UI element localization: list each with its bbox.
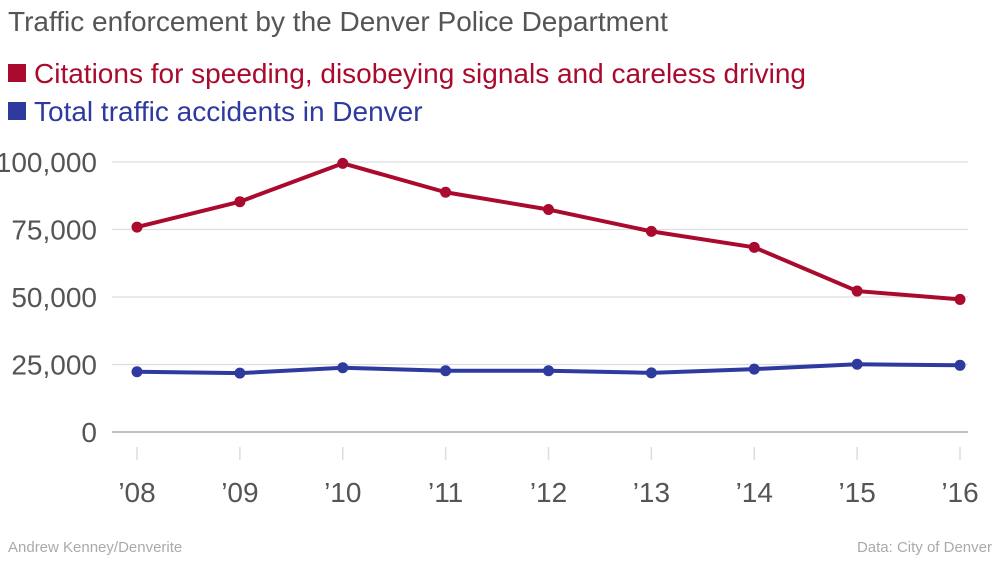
data-point-0 [851, 285, 863, 297]
x-tick-label: ’15 [838, 477, 875, 508]
data-point-0 [234, 196, 246, 208]
x-tick-label: ’10 [324, 477, 361, 508]
data-credit: Data: City of Denver [856, 539, 992, 556]
legend-item-accidents: Total traffic accidents in Denver [8, 96, 423, 128]
data-point-1 [234, 367, 246, 379]
data-point-1 [851, 358, 863, 370]
data-point-1 [954, 359, 966, 371]
legend-label-citations: Citations for speeding, disobeying signa… [34, 58, 806, 89]
x-tick-label: ’14 [736, 477, 773, 508]
data-point-1 [337, 362, 349, 374]
legend-swatch-citations [8, 64, 26, 82]
y-tick-label: 50,000 [11, 282, 97, 313]
data-point-0 [748, 241, 760, 253]
chart-title: Traffic enforcement by the Denver Police… [8, 6, 668, 37]
data-point-1 [645, 367, 657, 379]
data-point-0 [440, 186, 452, 198]
data-point-0 [337, 157, 349, 169]
data-point-0 [645, 225, 657, 237]
x-tick-label: ’12 [530, 477, 567, 508]
y-tick-label: 75,000 [11, 215, 97, 246]
x-tick-label: ’11 [428, 477, 463, 508]
data-point-1 [440, 365, 452, 377]
data-point-1 [543, 365, 554, 377]
series-line-0 [135, 161, 962, 302]
data-point-0 [954, 293, 966, 305]
x-tick-label: ’13 [633, 477, 670, 508]
y-tick-label: 0 [81, 417, 97, 448]
data-point-0 [543, 204, 554, 216]
legend-swatch-accidents [8, 102, 26, 120]
y-tick-label: 100,000 [0, 147, 97, 178]
x-tick-label: ’09 [221, 477, 258, 508]
x-tick-label: ’16 [941, 477, 978, 508]
data-point-0 [131, 221, 143, 233]
legend-label-accidents: Total traffic accidents in Denver [34, 96, 423, 127]
y-tick-label: 25,000 [11, 350, 97, 381]
source-credit: Andrew Kenney/Denverite [8, 539, 183, 556]
x-tick-label: ’08 [118, 477, 155, 508]
data-point-1 [748, 363, 760, 375]
legend-item-citations: Citations for speeding, disobeying signa… [8, 58, 806, 90]
data-point-1 [131, 366, 143, 378]
